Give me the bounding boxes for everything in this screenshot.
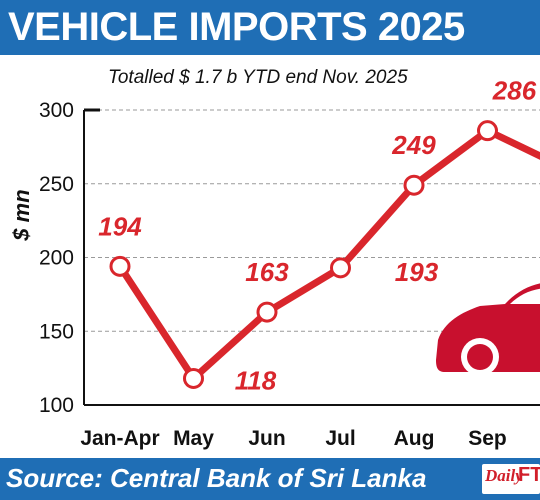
- y-tick-label: 250: [39, 173, 74, 196]
- data-point: [477, 120, 498, 142]
- data-points: [109, 120, 498, 389]
- y-tick-label: 150: [39, 320, 74, 343]
- data-label: 163: [245, 257, 289, 287]
- y-tick-label: 100: [39, 394, 74, 417]
- data-label: 286: [492, 76, 537, 106]
- data-label: 193: [395, 257, 439, 287]
- y-tick-label: 300: [39, 99, 74, 122]
- chart-subtitle: Totalled $ 1.7 b YTD end Nov. 2025: [108, 67, 408, 88]
- footer-bar: Source: Central Bank of Sri Lanka: [0, 458, 540, 500]
- data-point: [256, 301, 278, 323]
- car-body: [436, 283, 540, 372]
- logo-word: Daily: [485, 466, 523, 485]
- x-tick-label: Jan-Apr: [80, 427, 159, 450]
- data-point: [183, 367, 204, 389]
- data-point: [109, 255, 131, 277]
- data-label: 194: [98, 211, 142, 241]
- header-bar: VEHICLE IMPORTS 2025: [0, 0, 540, 55]
- logo-mark: FT: [518, 464, 540, 486]
- x-tick-label: Sep: [468, 427, 507, 450]
- data-labels: 194 118 163 193 249 286: [98, 76, 536, 396]
- data-label: 118: [235, 365, 277, 395]
- car-wheel: [467, 344, 493, 370]
- data-point: [330, 257, 351, 279]
- y-tick-label: 200: [39, 247, 74, 270]
- x-tick-label: May: [173, 427, 214, 450]
- data-label: 249: [391, 130, 436, 160]
- source-note: Source: Central Bank of Sri Lanka: [6, 463, 427, 493]
- chart-title: VEHICLE IMPORTS 2025: [8, 5, 465, 49]
- x-tick-label: Aug: [394, 427, 435, 450]
- line-chart: 100 150 200 250 300 Jan-Apr May Jun Jul Aug Sep 19…: [39, 76, 540, 450]
- daily-ft-logo: Daily FT: [482, 464, 540, 494]
- data-point: [403, 174, 425, 196]
- car-window: [510, 288, 540, 304]
- x-tick-label: Jul: [325, 427, 355, 450]
- car-icon: [436, 283, 540, 376]
- x-tick-label: Jun: [248, 427, 285, 450]
- axes: 100 150 200 250 300 Jan-Apr May Jun Jul Aug Sep: [39, 99, 540, 450]
